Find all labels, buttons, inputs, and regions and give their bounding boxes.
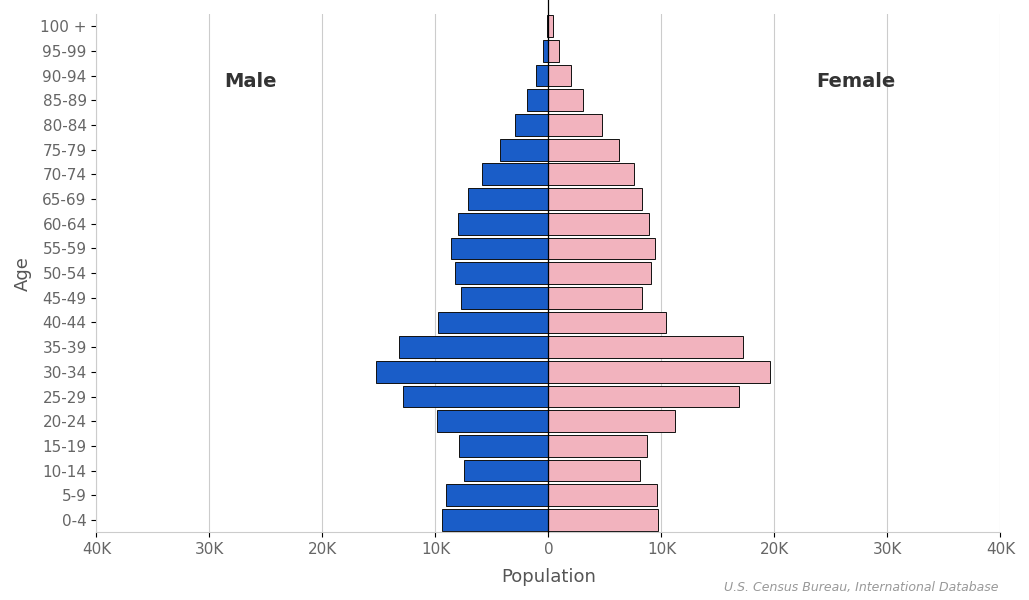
Bar (514, 114, 548, 136)
Bar (482, 163, 548, 185)
Bar (461, 287, 548, 308)
Bar (548, 336, 743, 358)
Bar (543, 40, 548, 62)
Bar (548, 40, 559, 62)
Text: Female: Female (816, 72, 895, 91)
Bar (548, 139, 618, 161)
Bar (548, 484, 657, 506)
Bar (468, 188, 548, 210)
Bar (500, 139, 548, 161)
Bar (376, 361, 548, 383)
Text: U.S. Census Bureau, International Database: U.S. Census Bureau, International Databa… (723, 581, 998, 594)
Bar (458, 213, 548, 235)
Bar (452, 238, 548, 259)
Bar (436, 410, 548, 432)
Bar (548, 361, 770, 383)
Bar (548, 262, 651, 284)
Bar (548, 16, 553, 37)
Bar (548, 213, 649, 235)
Bar (437, 311, 548, 334)
Bar (546, 16, 548, 37)
Bar (548, 114, 602, 136)
Bar (548, 311, 666, 334)
Bar (464, 460, 548, 481)
Bar (459, 435, 548, 457)
Bar (548, 386, 740, 407)
Bar (455, 262, 548, 284)
Bar (548, 89, 583, 111)
Bar (548, 188, 642, 210)
Bar (548, 163, 634, 185)
Text: Male: Male (224, 72, 277, 91)
Bar (527, 89, 548, 111)
Bar (548, 435, 647, 457)
Bar (548, 65, 571, 86)
Bar (548, 509, 659, 531)
Bar (548, 410, 675, 432)
Bar (548, 460, 640, 481)
Bar (442, 509, 548, 531)
Bar (548, 287, 642, 308)
Bar (402, 386, 548, 407)
Y-axis label: Age: Age (13, 256, 32, 290)
Bar (446, 484, 548, 506)
Bar (399, 336, 548, 358)
X-axis label: Population: Population (501, 568, 596, 586)
Bar (536, 65, 548, 86)
Bar (548, 238, 654, 259)
